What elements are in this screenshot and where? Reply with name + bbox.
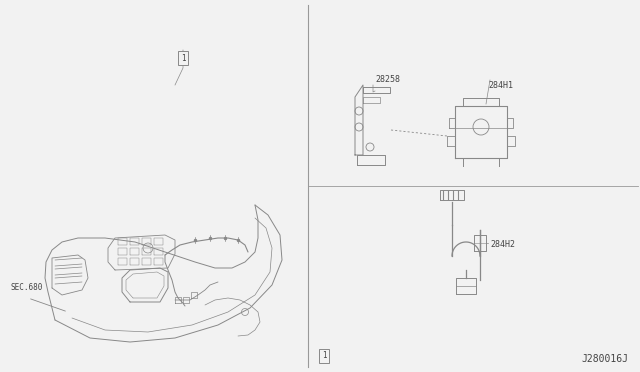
Text: 1: 1 [322, 352, 326, 360]
Text: 1: 1 [180, 54, 186, 62]
Circle shape [473, 119, 489, 135]
Circle shape [355, 123, 363, 131]
Circle shape [366, 143, 374, 151]
Text: J280016J: J280016J [581, 354, 628, 364]
Text: SEC.680: SEC.680 [10, 283, 42, 292]
Text: 284H2: 284H2 [490, 240, 515, 249]
Text: 284H1: 284H1 [488, 81, 513, 90]
Circle shape [143, 243, 153, 253]
Text: 28258: 28258 [375, 75, 400, 84]
Circle shape [241, 308, 248, 315]
Circle shape [355, 107, 363, 115]
